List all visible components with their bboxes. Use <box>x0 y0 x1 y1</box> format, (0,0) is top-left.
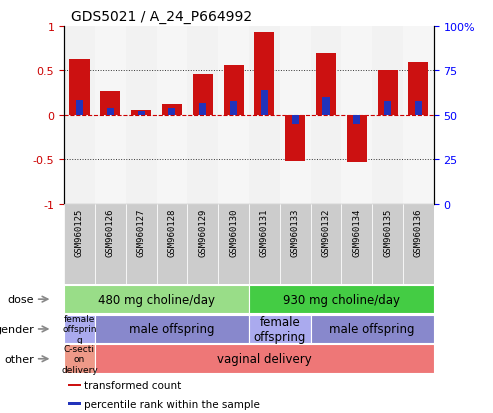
Bar <box>64 315 95 344</box>
Bar <box>372 204 403 285</box>
Text: GSM960127: GSM960127 <box>137 208 145 256</box>
Bar <box>230 102 237 115</box>
Bar <box>126 204 157 285</box>
Bar <box>95 27 126 204</box>
Bar <box>169 108 176 115</box>
Bar <box>199 104 206 115</box>
Bar <box>403 27 434 204</box>
Bar <box>138 112 144 115</box>
Bar <box>187 204 218 285</box>
Bar <box>347 115 367 162</box>
Text: gender: gender <box>0 324 34 334</box>
Bar <box>249 204 280 285</box>
Bar <box>280 204 311 285</box>
Bar <box>249 27 280 204</box>
Bar <box>162 105 182 115</box>
Bar <box>261 90 268 115</box>
Bar <box>64 27 95 204</box>
Bar <box>403 204 434 285</box>
Text: percentile rank within the sample: percentile rank within the sample <box>84 399 260 408</box>
Text: GSM960135: GSM960135 <box>383 208 392 256</box>
Bar <box>107 109 114 115</box>
Bar <box>311 204 341 285</box>
Bar <box>341 204 372 285</box>
Bar <box>408 63 428 115</box>
Text: GSM960130: GSM960130 <box>229 208 238 256</box>
Text: GSM960125: GSM960125 <box>75 208 84 256</box>
Bar <box>378 71 398 115</box>
Bar <box>415 102 422 115</box>
Bar <box>126 27 157 204</box>
Bar <box>384 102 391 115</box>
Bar <box>157 27 187 204</box>
Bar <box>131 111 151 115</box>
Bar <box>223 66 244 115</box>
Text: male offspring: male offspring <box>329 323 415 336</box>
Bar <box>187 27 218 204</box>
Text: GSM960136: GSM960136 <box>414 208 423 256</box>
Bar <box>285 115 305 161</box>
Bar <box>68 384 81 386</box>
Bar <box>372 27 403 204</box>
Text: GSM960126: GSM960126 <box>106 208 115 256</box>
Text: female
offspring: female offspring <box>253 315 306 343</box>
Text: male offspring: male offspring <box>129 323 214 336</box>
Text: GSM960134: GSM960134 <box>352 208 361 256</box>
Bar <box>316 53 336 115</box>
Text: GDS5021 / A_24_P664992: GDS5021 / A_24_P664992 <box>71 10 252 24</box>
Bar <box>249 285 434 314</box>
Bar <box>76 100 83 115</box>
Bar <box>157 204 187 285</box>
Bar <box>64 285 249 314</box>
Bar <box>95 204 126 285</box>
Text: female
offsprin
g: female offsprin g <box>62 314 97 344</box>
Bar <box>341 27 372 204</box>
Bar <box>95 315 249 344</box>
Bar <box>218 27 249 204</box>
Bar <box>311 27 341 204</box>
Bar <box>292 115 299 124</box>
Text: GSM960133: GSM960133 <box>291 208 300 256</box>
Bar <box>64 204 95 285</box>
Text: C-secti
on
delivery: C-secti on delivery <box>61 344 98 374</box>
Text: vaginal delivery: vaginal delivery <box>217 352 312 366</box>
Bar <box>100 92 120 115</box>
Bar <box>64 344 95 373</box>
Bar <box>322 98 329 115</box>
Text: 930 mg choline/day: 930 mg choline/day <box>283 293 400 306</box>
Text: other: other <box>4 354 34 364</box>
Text: GSM960129: GSM960129 <box>198 208 207 256</box>
Bar <box>70 59 90 115</box>
Bar <box>193 75 213 115</box>
Bar <box>249 315 311 344</box>
Text: GSM960132: GSM960132 <box>321 208 330 256</box>
Text: GSM960131: GSM960131 <box>260 208 269 256</box>
Text: dose: dose <box>7 294 34 304</box>
Bar <box>311 315 434 344</box>
Bar <box>353 115 360 124</box>
Bar <box>254 33 275 115</box>
Bar <box>68 402 81 405</box>
Bar <box>280 27 311 204</box>
Bar <box>218 204 249 285</box>
Text: transformed count: transformed count <box>84 380 182 390</box>
Text: 480 mg choline/day: 480 mg choline/day <box>98 293 215 306</box>
Text: GSM960128: GSM960128 <box>168 208 176 256</box>
